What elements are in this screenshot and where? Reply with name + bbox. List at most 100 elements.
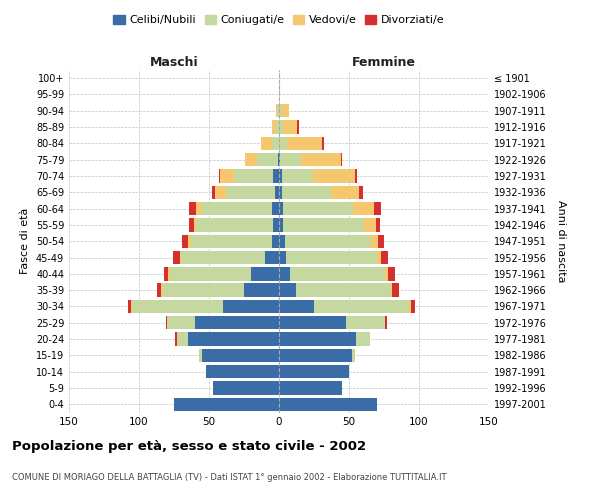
Bar [279,251,286,264]
Bar [215,186,226,199]
Bar [261,136,272,150]
Bar [314,300,409,313]
Bar [352,348,355,362]
Bar [167,316,195,330]
Bar [179,251,181,264]
Bar [279,267,290,280]
Bar [219,170,220,182]
Bar [220,170,234,182]
Y-axis label: Anni di nascita: Anni di nascita [556,200,566,282]
Bar [284,234,371,248]
Bar [371,234,379,248]
Text: COMUNE DI MORIAGO DELLA BATTAGLIA (TV) - Dati ISTAT 1° gennaio 2002 - Elaborazio: COMUNE DI MORIAGO DELLA BATTAGLIA (TV) -… [12,473,446,482]
Bar [331,186,359,199]
Bar [195,316,279,330]
Bar [278,104,279,118]
Bar [279,218,283,232]
Bar [287,136,322,150]
Bar [279,284,296,297]
Bar [301,153,341,166]
Bar [202,202,272,215]
Bar [279,153,280,166]
Bar [392,284,400,297]
Bar [364,218,376,232]
Bar [276,104,278,118]
Bar [223,300,279,313]
Bar [166,316,167,330]
Bar [265,251,279,264]
Bar [359,186,363,199]
Text: Popolazione per età, sesso e stato civile - 2002: Popolazione per età, sesso e stato civil… [12,440,366,453]
Bar [280,153,301,166]
Bar [279,120,283,134]
Bar [173,251,179,264]
Bar [206,365,279,378]
Bar [279,316,346,330]
Bar [170,267,251,280]
Bar [279,332,356,346]
Bar [279,202,283,215]
Bar [274,170,279,182]
Bar [283,202,353,215]
Bar [272,234,279,248]
Bar [374,202,381,215]
Bar [296,284,391,297]
Bar [175,332,177,346]
Bar [131,300,132,313]
Bar [157,284,161,297]
Bar [279,300,314,313]
Bar [409,300,410,313]
Bar [244,284,279,297]
Bar [128,300,131,313]
Bar [355,170,358,182]
Bar [410,300,415,313]
Bar [132,300,223,313]
Bar [194,218,196,232]
Bar [177,332,188,346]
Bar [283,218,364,232]
Bar [279,398,377,411]
Bar [313,170,355,182]
Bar [276,120,279,134]
Bar [391,284,392,297]
Bar [279,186,282,199]
Bar [376,218,380,232]
Bar [377,251,381,264]
Bar [163,284,244,297]
Bar [212,186,215,199]
Bar [353,202,374,215]
Bar [279,382,342,394]
Bar [164,267,169,280]
Bar [169,267,170,280]
Bar [282,170,313,182]
Bar [388,267,395,280]
Legend: Celibi/Nubili, Coniugati/e, Vedovi/e, Divorziati/e: Celibi/Nubili, Coniugati/e, Vedovi/e, Di… [109,10,449,30]
Bar [279,170,282,182]
Bar [278,153,279,166]
Bar [279,88,280,101]
Bar [199,348,202,362]
Bar [272,202,279,215]
Bar [282,104,289,118]
Bar [257,153,278,166]
Bar [190,218,194,232]
Bar [174,398,279,411]
Bar [226,186,275,199]
Text: Femmine: Femmine [352,56,416,69]
Bar [341,153,342,166]
Bar [322,136,324,150]
Bar [381,251,388,264]
Bar [346,316,385,330]
Bar [279,234,284,248]
Bar [245,153,257,166]
Bar [274,218,279,232]
Bar [279,136,287,150]
Bar [213,382,279,394]
Bar [190,202,196,215]
Bar [161,284,163,297]
Bar [356,332,370,346]
Bar [279,365,349,378]
Bar [188,332,279,346]
Bar [385,267,388,280]
Bar [385,316,387,330]
